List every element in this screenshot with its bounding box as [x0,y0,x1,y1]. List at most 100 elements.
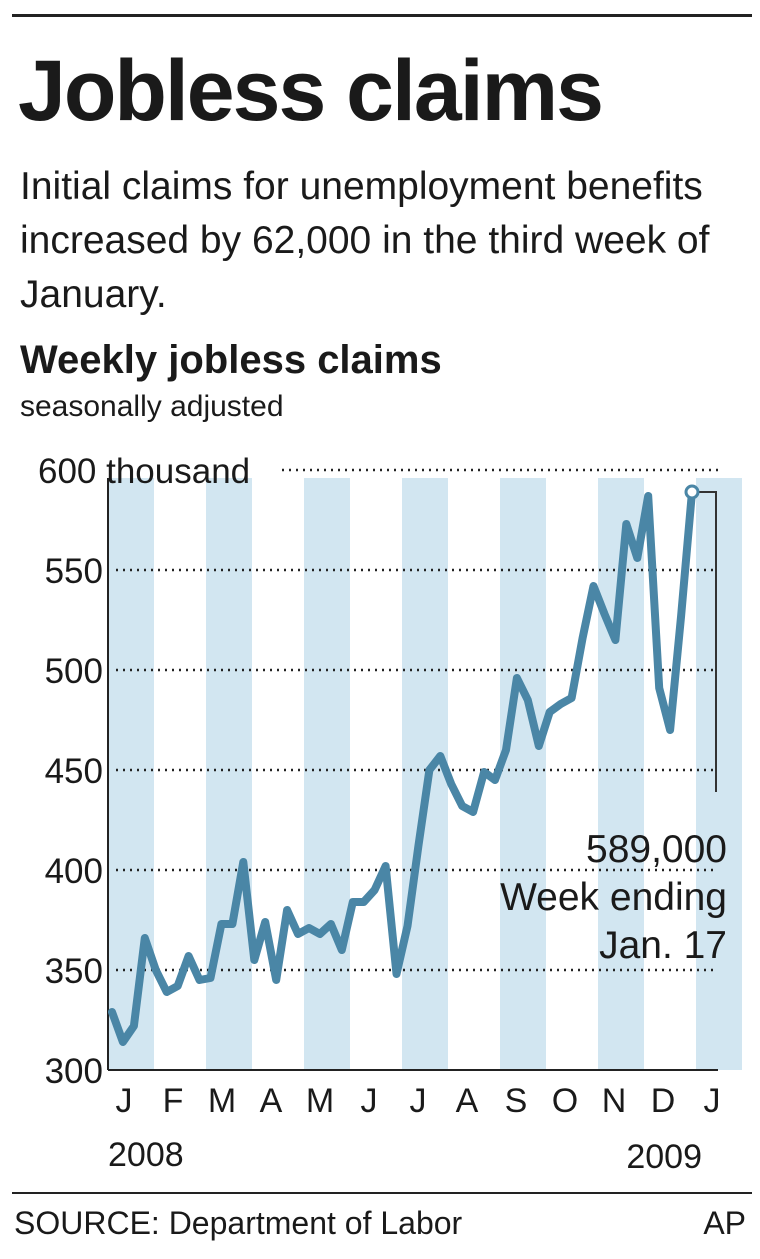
data-point [493,778,497,782]
data-point [581,636,585,640]
data-point [624,522,628,526]
source-note: SOURCE: Department of Labor [14,1205,463,1241]
graphic-subtitle: Initial claims for unemployment benefits… [20,165,710,316]
x-tick-label: J [361,1082,378,1120]
data-point [329,922,333,926]
month-band [304,478,350,1070]
data-point [657,686,661,690]
leader-line [698,491,717,792]
data-point [592,584,595,588]
annotation-line3: Jan. 17 [599,924,727,967]
data-point [548,710,552,714]
graphic-title: Jobless claims [18,43,604,139]
data-point [143,936,147,940]
top-rule [12,14,752,17]
x-tick-label: A [260,1082,283,1120]
data-point [460,804,464,808]
month-band [696,478,742,1070]
data-point [482,770,486,774]
y-tick-label: 400 [45,852,103,891]
data-point [537,744,541,748]
data-point [504,748,508,752]
data-point [296,932,300,936]
data-point [274,978,278,982]
data-point [154,968,158,972]
y-tick-label: 550 [45,552,103,591]
data-point [416,844,420,848]
data-point [230,922,234,926]
data-point [307,926,311,930]
chart-subtitle: seasonally adjusted [20,390,284,423]
x-tick-label: S [505,1082,528,1120]
credit: AP [703,1205,746,1241]
year-label: 2008 [108,1136,184,1174]
data-point [187,954,191,958]
data-point [373,888,377,892]
data-point [471,810,475,814]
data-point [285,908,289,912]
data-point [438,754,442,758]
x-tick-label: J [704,1082,721,1120]
data-point [176,984,180,988]
x-tick-label: J [116,1082,133,1120]
x-tick-label: O [552,1082,578,1120]
y-tick-label: 500 [45,652,103,691]
series-line [108,488,696,1046]
data-point [603,612,606,616]
data-point [219,922,223,926]
data-point [384,864,388,868]
x-tick-label: M [208,1082,236,1120]
year-labels: 2008 2009 [108,1136,702,1176]
data-point [121,1040,125,1044]
data-point [198,978,201,982]
x-tick-label: M [306,1082,334,1120]
data-point [110,1010,114,1014]
data-point [406,924,409,928]
y-tick-label: 600 thousand [38,452,250,491]
data-point [340,948,344,952]
annotation-value: 589,000 [586,828,727,871]
data-point [263,920,267,924]
x-tick-label: J [410,1082,427,1120]
data-point [241,860,245,864]
year-label: 2009 [626,1138,702,1176]
annotation: 589,000 Week ending Jan. 17 [500,828,727,967]
x-tick-label: A [456,1082,479,1120]
month-band [108,478,154,1070]
data-point [526,698,530,702]
data-point [132,1024,136,1028]
y-tick-label: 450 [45,752,103,791]
data-point [515,676,519,680]
chart-title: Weekly jobless claims [20,338,442,382]
data-point [635,556,639,560]
data-point [165,990,169,994]
data-point [679,614,683,618]
data-point [559,702,563,706]
y-tick-labels: 300 350 400 450 500 550 600 thousand [38,452,250,1091]
data-point [351,900,355,904]
y-tick-label: 350 [45,952,103,991]
data-point [570,696,574,700]
x-tick-label: F [163,1082,184,1120]
leader-line [698,491,717,792]
data-point [318,932,322,936]
data-point [252,958,256,962]
data-point [668,728,672,732]
x-tick-label: D [651,1082,676,1120]
data-point [209,976,212,980]
data-point [395,972,398,976]
data-point [427,768,431,772]
gridlines [107,468,718,1071]
month-band [500,478,546,1070]
annotation-line2: Week ending [500,876,727,919]
data-series [108,484,700,1046]
data-point [362,900,366,904]
y-tick-label: 300 [45,1052,103,1091]
bottom-rule [12,1192,752,1194]
x-tick-label: N [602,1082,627,1120]
data-point [646,494,650,498]
data-point [449,782,453,786]
month-bands [108,478,742,1070]
